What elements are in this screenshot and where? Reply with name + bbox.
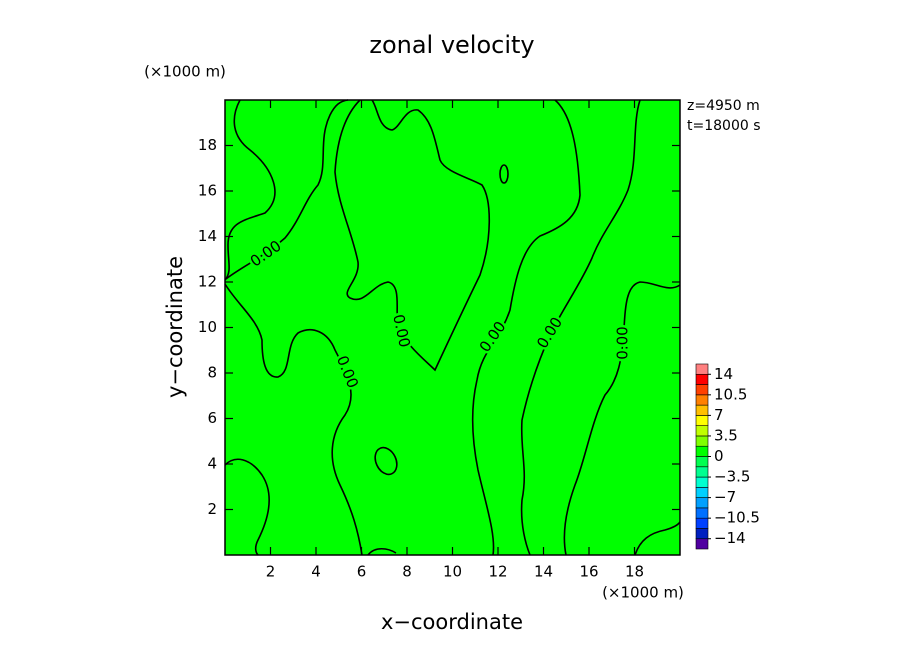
colorbar-tick-label: 14 (714, 365, 733, 383)
colorbar-swatch (695, 363, 709, 375)
colorbar-swatch (695, 445, 709, 457)
colorbar-tick-label: 7 (714, 406, 724, 424)
x-tick-label: 18 (625, 563, 644, 581)
x-axis-label: x−coordinate (381, 610, 523, 634)
contour-label: 0.00 (614, 326, 632, 359)
colorbar-swatch (695, 404, 709, 416)
y-unit: (×1000 m) (144, 63, 226, 81)
colorbar-swatch (695, 456, 709, 468)
colorbar-swatch (695, 466, 709, 478)
x-tick-label: 8 (402, 563, 412, 581)
y-tick-label: 6 (207, 409, 217, 427)
colorbar-swatch (695, 538, 709, 550)
colorbar-tick-label: −3.5 (714, 468, 750, 486)
colorbar-tick-label: 10.5 (714, 385, 747, 403)
y-tick-label: 12 (198, 273, 217, 291)
colorbar-tick-label: −14 (714, 529, 746, 547)
y-tick-label: 10 (198, 318, 217, 336)
y-tick-label: 18 (198, 136, 217, 154)
field (224, 99, 681, 556)
colorbar-swatch (695, 425, 709, 437)
colorbar-swatch (695, 517, 709, 529)
y-tick-label: 16 (198, 182, 217, 200)
colorbar-swatch (695, 497, 709, 509)
x-tick-label: 2 (266, 563, 276, 581)
x-tick-label: 12 (488, 563, 507, 581)
contour-line (224, 283, 363, 556)
contour-line (224, 458, 270, 556)
y-tick-label: 14 (198, 227, 217, 245)
contour-line (225, 99, 349, 280)
colorbar-swatch (695, 394, 709, 406)
contour-line (634, 521, 681, 556)
y-tick-label: 8 (207, 364, 217, 382)
x-tick-label: 16 (579, 563, 598, 581)
contour-line (520, 99, 641, 556)
colorbar-tick-label: 0 (714, 447, 724, 465)
x-unit: (×1000 m) (602, 584, 684, 602)
contour-line (563, 281, 681, 556)
colorbar-swatch (695, 415, 709, 426)
x-tick-label: 6 (357, 563, 367, 581)
colorbar-swatch (695, 373, 709, 385)
x-tick-label: 14 (534, 563, 553, 581)
colorbar-swatch (695, 528, 709, 540)
y-axis-label: y−coordinate (163, 256, 187, 398)
colorbar-swatch (695, 384, 709, 396)
contour-line (499, 164, 509, 184)
contour-line (224, 99, 276, 281)
colorbar-tick-label: −7 (714, 488, 736, 506)
colorbar-swatch (695, 487, 709, 498)
annotation: z=4950 m (687, 98, 760, 114)
x-tick-label: 4 (311, 563, 321, 581)
contour-line (471, 99, 581, 556)
contour-line (374, 446, 398, 476)
y-tick-label: 4 (207, 455, 217, 473)
colorbar-tick-label: −10.5 (714, 509, 760, 527)
y-tick-label: 2 (207, 500, 217, 518)
colorbar-tick-label: 3.5 (714, 426, 738, 444)
colorbar-swatch (695, 435, 709, 447)
colorbar-swatch (695, 507, 709, 519)
chart-title: zonal velocity (369, 31, 534, 59)
annotation: t=18000 s (687, 118, 761, 134)
x-tick-label: 10 (443, 563, 462, 581)
contour-line (367, 547, 397, 556)
colorbar-swatch (695, 476, 709, 488)
contour-line (334, 99, 491, 372)
